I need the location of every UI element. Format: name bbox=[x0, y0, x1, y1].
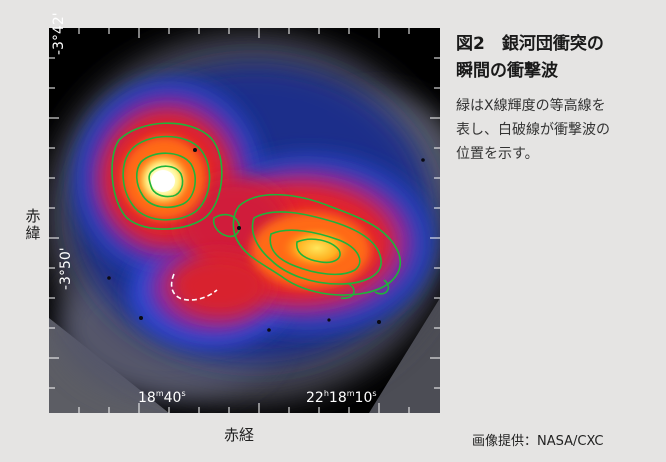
figure-title: 図2 銀河団衝突の 瞬間の衝撃波 bbox=[456, 31, 656, 85]
dec-tick-label-50: -3°50' bbox=[58, 247, 74, 290]
ra-tick-label-18m40s: 18m40s bbox=[138, 389, 186, 406]
ra-tick-label-22h18m10s: 22h18m10s bbox=[306, 389, 377, 406]
xray-image-graphic bbox=[49, 28, 440, 413]
xray-image bbox=[49, 28, 440, 413]
figure-caption-line-2: 表し、白破線が衝撃波の bbox=[456, 122, 610, 138]
figure-caption: 緑はX線輝度の等高線を 表し、白破線が衝撃波の 位置を示す。 bbox=[456, 94, 654, 166]
figure-title-line-1: 図2 銀河団衝突の bbox=[456, 34, 604, 54]
figure-title-line-2: 瞬間の衝撃波 bbox=[456, 61, 558, 81]
image-credit: 画像提供：NASA/CXC bbox=[472, 434, 604, 449]
dec-axis-label: 赤 緯 bbox=[24, 208, 42, 242]
dec-axis-label-char-2: 緯 bbox=[25, 224, 41, 242]
figure-caption-line-1: 緑はX線輝度の等高線を bbox=[456, 98, 606, 114]
contour-lines bbox=[111, 122, 401, 300]
dec-axis-label-char-1: 赤 bbox=[25, 207, 41, 225]
ra-axis-label: 赤経 bbox=[224, 426, 255, 444]
dec-tick-label-42: -3°42' bbox=[51, 12, 67, 55]
figure-caption-line-3: 位置を示す。 bbox=[456, 146, 539, 162]
